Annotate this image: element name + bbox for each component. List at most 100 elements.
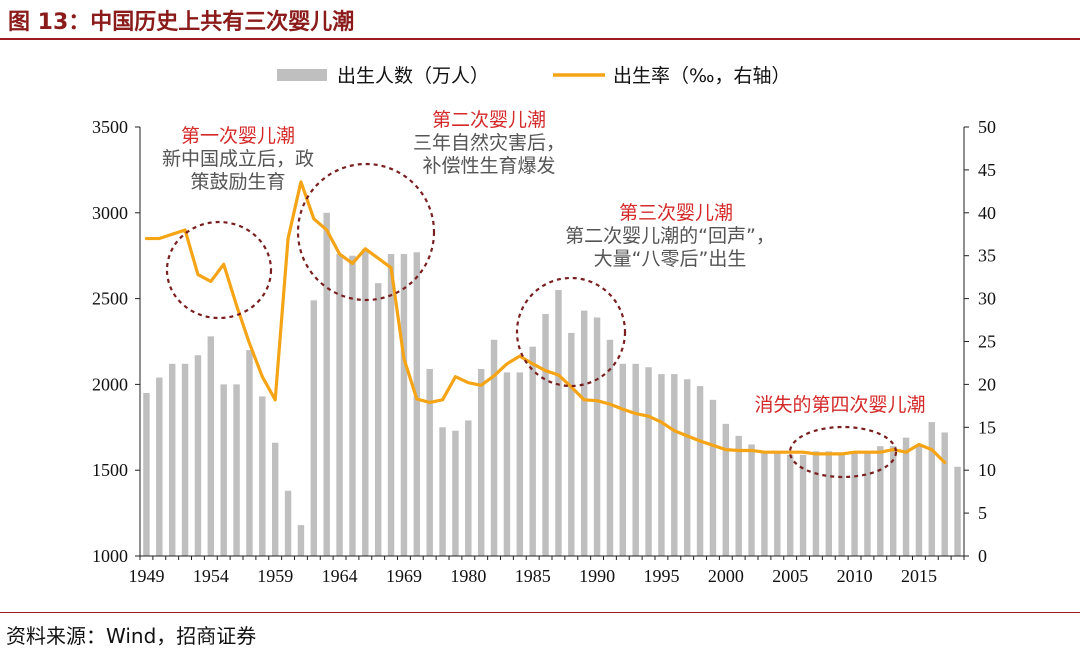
bar [181,363,189,556]
bar [490,339,498,556]
bar [799,454,807,556]
right-tick-label: 30 [978,289,996,309]
bar [413,252,421,556]
bar [902,437,910,556]
bar [928,422,936,556]
bar [349,255,356,556]
bar [864,453,871,556]
bar [941,432,948,556]
bar [194,355,202,556]
bar [889,446,897,556]
x-tick-label: 1990 [579,566,615,586]
annotation-first-line: 新中国成立后，政 [162,148,314,170]
x-tick-label: 1985 [515,566,551,586]
bar [954,466,961,556]
x-tick-label: 1954 [193,566,229,586]
right-tick-label: 5 [978,503,987,523]
bar [233,384,240,556]
annotation-fourth-title: 消失的第四次婴儿潮 [754,394,925,416]
bar [400,253,408,557]
x-tick-label: 1959 [257,566,293,586]
bar-series [143,212,961,557]
first-boom-circle [165,220,273,320]
x-tick-label: 1964 [322,566,358,586]
bar [658,374,665,556]
x-tick-label: 1980 [450,566,486,586]
x-tick-label: 2005 [772,566,808,586]
bar [452,430,459,556]
bar [632,363,639,556]
right-tick-label: 0 [978,546,987,566]
bar [310,300,318,556]
right-tick-label: 10 [978,460,996,480]
left-tick-label: 3500 [92,117,128,137]
source-divider [0,612,1080,613]
birth-rate-line [144,180,947,465]
bar [786,454,794,556]
annotation-third-line: 第二次婴儿潮的“回声”， [565,225,775,247]
bar [542,314,549,556]
figure-title: 图 13：中国历史上共有三次婴儿潮 [8,10,355,35]
bar [877,446,884,556]
bar [568,332,575,556]
right-tick-label: 25 [978,332,996,352]
annotation-first-line: 策鼓励生育 [190,171,285,193]
title-divider [0,38,1080,40]
annotation-second-title: 第二次婴儿潮 [432,109,546,131]
bar [774,453,781,556]
bar [529,346,536,556]
bar [387,253,395,557]
bar [825,451,833,556]
bar [722,423,730,556]
second-boom-circle [296,162,436,302]
bar [761,453,768,556]
line-series-group [144,180,947,465]
bar [696,386,704,556]
bar [516,372,524,556]
left-tick-label: 1500 [92,460,128,480]
bar [477,368,485,556]
bar [838,454,845,556]
bar [439,427,446,556]
bar [748,444,755,556]
bar [259,396,266,556]
bar [851,453,858,556]
fourth-boom-circle [788,425,898,479]
bar [645,367,652,556]
bar [362,248,369,556]
bar [503,372,511,556]
bar [580,310,588,556]
left-tick-label: 2000 [92,374,128,394]
bar [465,420,472,556]
left-tick-label: 1000 [92,546,128,566]
boom-circles [165,162,898,479]
bar [915,444,923,556]
bar [555,290,562,556]
bar [735,435,742,556]
annotation-second-line: 三年自然灾害后， [413,132,565,154]
bar [284,490,292,556]
legend-bar-swatch [277,69,327,81]
legend: 出生人数（万人） 出生率（‰，右轴） [277,65,791,87]
axes: 1000 1500 2000 2500 3000 3500 0 5 10 15 20 25 30 35 40… [92,117,996,586]
bar [619,363,627,556]
bar [812,451,820,556]
annotation-first-title: 第一次婴儿潮 [181,125,295,147]
right-tick-label: 20 [978,374,996,394]
bar [426,368,433,556]
bar [271,442,279,556]
bar [246,350,253,556]
right-tick-label: 15 [978,417,996,437]
bar [671,374,678,556]
annotation-second-line: 补偿性生育爆发 [422,155,555,177]
x-tick-label: 1969 [386,566,422,586]
left-tick-label: 2500 [92,289,128,309]
bar [374,283,382,556]
x-tick-label: 2000 [708,566,744,586]
bar [168,363,176,556]
right-tick-label: 50 [978,117,996,137]
source-note: 资料来源：Wind，招商证券 [6,624,257,648]
right-tick-label: 45 [978,160,996,180]
